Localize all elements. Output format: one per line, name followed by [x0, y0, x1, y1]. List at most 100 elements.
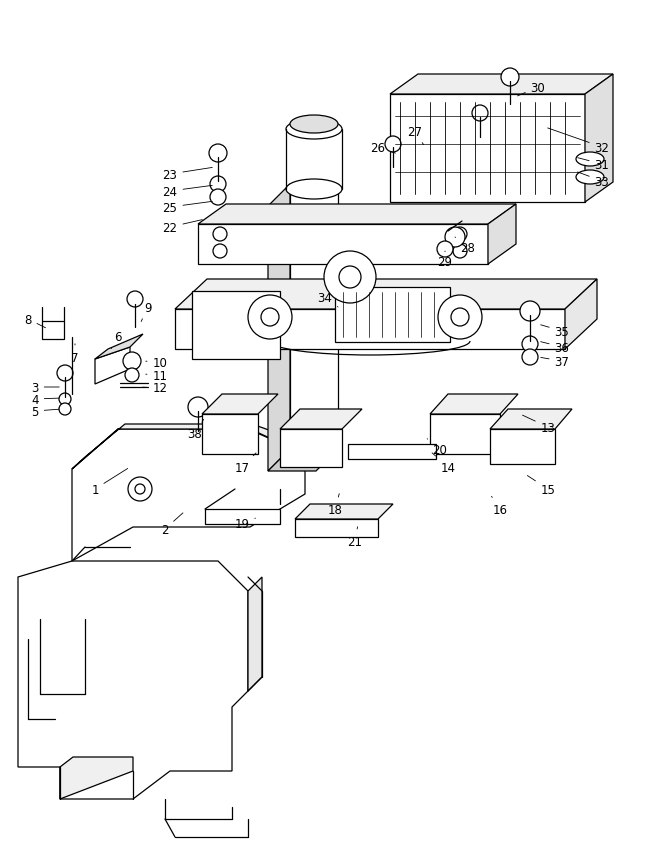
Circle shape — [125, 369, 139, 383]
Text: 11: 11 — [146, 369, 167, 382]
Circle shape — [438, 296, 482, 340]
Polygon shape — [72, 424, 308, 469]
Circle shape — [501, 69, 519, 87]
Text: 32: 32 — [548, 129, 609, 154]
Text: 15: 15 — [527, 476, 556, 496]
Circle shape — [123, 353, 141, 371]
Polygon shape — [430, 415, 500, 454]
Circle shape — [213, 227, 227, 242]
Polygon shape — [72, 429, 305, 561]
Text: 10: 10 — [146, 356, 167, 369]
Text: 12: 12 — [143, 382, 167, 395]
Circle shape — [210, 190, 226, 206]
Circle shape — [188, 398, 208, 417]
Polygon shape — [295, 504, 393, 520]
Text: 37: 37 — [541, 355, 569, 368]
Text: 8: 8 — [24, 314, 45, 328]
Polygon shape — [95, 348, 130, 384]
Circle shape — [472, 106, 488, 122]
Circle shape — [209, 145, 227, 163]
Text: 23: 23 — [163, 168, 213, 181]
Text: 24: 24 — [163, 185, 213, 199]
Polygon shape — [488, 204, 516, 265]
Circle shape — [324, 251, 376, 303]
Bar — [192, 291, 280, 360]
Text: 13: 13 — [523, 416, 556, 434]
Polygon shape — [95, 335, 143, 360]
Text: 22: 22 — [163, 221, 202, 234]
Text: 21: 21 — [348, 527, 363, 548]
Bar — [205, 509, 280, 524]
Polygon shape — [585, 75, 613, 203]
Circle shape — [385, 137, 401, 153]
Circle shape — [128, 477, 152, 502]
Circle shape — [57, 366, 73, 382]
Ellipse shape — [290, 116, 338, 134]
Polygon shape — [490, 410, 572, 429]
Ellipse shape — [286, 180, 342, 199]
Circle shape — [59, 404, 71, 416]
Polygon shape — [18, 561, 248, 799]
Circle shape — [437, 242, 453, 257]
Circle shape — [453, 227, 467, 242]
Ellipse shape — [286, 120, 342, 140]
Circle shape — [339, 267, 361, 289]
Circle shape — [135, 485, 145, 494]
Text: 27: 27 — [407, 125, 424, 146]
Polygon shape — [248, 578, 262, 691]
Text: 19: 19 — [234, 518, 255, 531]
Circle shape — [522, 337, 538, 353]
Polygon shape — [430, 394, 518, 415]
Circle shape — [261, 308, 279, 326]
Text: 25: 25 — [163, 201, 213, 214]
Text: 30: 30 — [518, 82, 545, 97]
Polygon shape — [198, 225, 488, 265]
Polygon shape — [60, 757, 133, 799]
Bar — [348, 445, 436, 459]
Polygon shape — [280, 410, 362, 429]
Circle shape — [445, 227, 465, 248]
Text: 31: 31 — [578, 158, 609, 171]
Text: 20: 20 — [427, 440, 447, 456]
Text: 17: 17 — [234, 453, 256, 474]
Text: 33: 33 — [577, 173, 609, 188]
Text: 2: 2 — [161, 513, 183, 536]
Text: 7: 7 — [72, 344, 79, 364]
Bar — [42, 321, 64, 340]
Polygon shape — [565, 279, 597, 349]
Ellipse shape — [576, 170, 604, 185]
Text: 14: 14 — [432, 453, 455, 474]
Text: 4: 4 — [31, 393, 59, 406]
Text: 34: 34 — [318, 291, 338, 308]
Circle shape — [453, 245, 467, 259]
Text: 1: 1 — [91, 469, 128, 496]
Text: 9: 9 — [141, 301, 152, 322]
Polygon shape — [390, 75, 613, 95]
Polygon shape — [295, 520, 378, 538]
Circle shape — [127, 291, 143, 308]
Polygon shape — [268, 450, 338, 471]
Polygon shape — [175, 309, 565, 349]
Text: 35: 35 — [541, 325, 569, 338]
Bar — [335, 288, 450, 343]
Polygon shape — [202, 394, 278, 415]
Circle shape — [520, 302, 540, 321]
Circle shape — [522, 349, 538, 366]
Ellipse shape — [576, 153, 604, 167]
Text: 18: 18 — [327, 494, 342, 516]
Text: 38: 38 — [188, 420, 203, 441]
Polygon shape — [268, 185, 290, 471]
Polygon shape — [390, 95, 585, 203]
Text: 16: 16 — [491, 497, 508, 516]
Circle shape — [248, 296, 292, 340]
Polygon shape — [490, 429, 555, 464]
Circle shape — [213, 245, 227, 259]
Bar — [290, 185, 338, 450]
Polygon shape — [280, 429, 342, 468]
Text: 5: 5 — [31, 405, 59, 418]
Text: 26: 26 — [371, 141, 396, 154]
Circle shape — [451, 308, 469, 326]
Text: 36: 36 — [541, 341, 569, 354]
Text: 3: 3 — [31, 381, 59, 394]
Text: 29: 29 — [438, 251, 453, 268]
